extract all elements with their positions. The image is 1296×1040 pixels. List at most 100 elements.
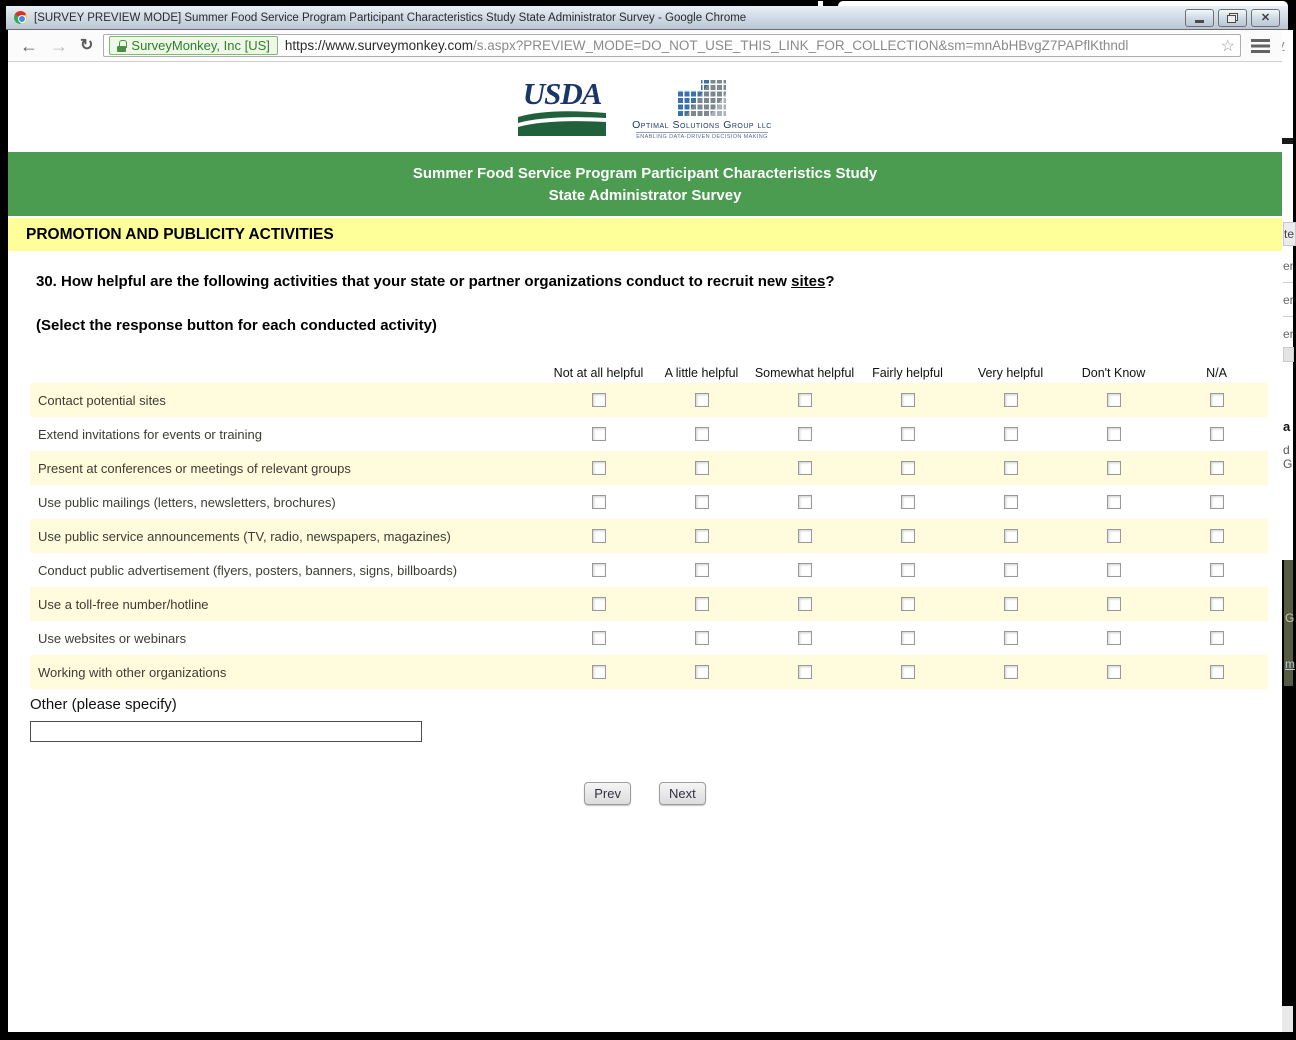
response-checkbox[interactable]: [797, 597, 812, 611]
response-checkbox[interactable]: [591, 563, 606, 577]
response-checkbox[interactable]: [1209, 495, 1224, 509]
response-checkbox[interactable]: [900, 597, 915, 611]
window-titlebar: [SURVEY PREVIEW MODE] Summer Food Servic…: [6, 6, 1288, 30]
close-button[interactable]: ✕: [1251, 8, 1280, 27]
response-checkbox[interactable]: [1003, 393, 1018, 407]
response-checkbox[interactable]: [1106, 529, 1121, 543]
column-header: Not at all helpful: [553, 366, 644, 380]
response-cell: [650, 563, 753, 577]
response-checkbox[interactable]: [797, 529, 812, 543]
response-checkbox[interactable]: [694, 631, 709, 645]
response-checkbox[interactable]: [797, 665, 812, 679]
response-checkbox[interactable]: [1003, 427, 1018, 441]
response-checkbox[interactable]: [1209, 427, 1224, 441]
response-checkbox[interactable]: [1209, 665, 1224, 679]
response-checkbox[interactable]: [694, 597, 709, 611]
response-checkbox[interactable]: [1106, 563, 1121, 577]
response-checkbox[interactable]: [1106, 495, 1121, 509]
response-checkbox[interactable]: [900, 427, 915, 441]
response-checkbox[interactable]: [1106, 461, 1121, 475]
response-checkbox[interactable]: [591, 665, 606, 679]
response-checkbox[interactable]: [1106, 427, 1121, 441]
refresh-button[interactable]: ↻: [80, 36, 94, 54]
browser-toolbar: ← → ↻ SurveyMonkey, Inc [US] https://www…: [8, 30, 1282, 62]
response-checkbox[interactable]: [1003, 563, 1018, 577]
background-window-text: d: [1283, 443, 1290, 457]
response-checkbox[interactable]: [694, 427, 709, 441]
response-checkbox[interactable]: [900, 665, 915, 679]
response-checkbox[interactable]: [591, 529, 606, 543]
response-checkbox[interactable]: [797, 563, 812, 577]
response-checkbox[interactable]: [797, 495, 812, 509]
minimize-button[interactable]: [1185, 8, 1214, 27]
response-cell: [547, 393, 650, 407]
response-checkbox[interactable]: [694, 495, 709, 509]
next-button[interactable]: Next: [659, 782, 706, 805]
restore-icon: [1227, 12, 1238, 23]
response-checkbox[interactable]: [1209, 393, 1224, 407]
prev-button[interactable]: Prev: [584, 782, 631, 805]
response-checkbox[interactable]: [591, 631, 606, 645]
response-checkbox[interactable]: [694, 529, 709, 543]
response-checkbox[interactable]: [591, 495, 606, 509]
response-checkbox[interactable]: [1106, 393, 1121, 407]
response-cell: [959, 563, 1062, 577]
response-checkbox[interactable]: [797, 427, 812, 441]
response-checkbox[interactable]: [694, 393, 709, 407]
response-cell: [1062, 665, 1165, 679]
table-row: Use websites or webinars: [30, 621, 1268, 655]
hamburger-menu-icon[interactable]: [1251, 38, 1270, 53]
response-checkbox[interactable]: [694, 665, 709, 679]
response-checkbox[interactable]: [1209, 529, 1224, 543]
response-checkbox[interactable]: [1003, 631, 1018, 645]
response-checkbox[interactable]: [1106, 597, 1121, 611]
response-checkbox[interactable]: [1106, 665, 1121, 679]
response-checkbox[interactable]: [1209, 563, 1224, 577]
activity-label: Present at conferences or meetings of re…: [38, 460, 351, 476]
url-host: https://www.surveymonkey.com: [284, 38, 473, 53]
response-cell: [1165, 665, 1268, 679]
response-cell: [650, 427, 753, 441]
response-cell: [650, 461, 753, 475]
forward-button[interactable]: →: [50, 35, 68, 56]
response-checkbox[interactable]: [591, 427, 606, 441]
other-specify-input[interactable]: [30, 721, 422, 742]
ev-certificate-badge[interactable]: SurveyMonkey, Inc [US]: [109, 36, 278, 55]
response-checkbox[interactable]: [1106, 631, 1121, 645]
response-checkbox[interactable]: [797, 461, 812, 475]
response-checkbox[interactable]: [591, 393, 606, 407]
response-checkbox[interactable]: [1209, 461, 1224, 475]
response-cell: [547, 563, 650, 577]
response-checkbox[interactable]: [900, 495, 915, 509]
back-button[interactable]: ←: [20, 35, 38, 56]
response-checkbox[interactable]: [1209, 597, 1224, 611]
response-checkbox[interactable]: [1003, 461, 1018, 475]
url-path: /s.aspx?PREVIEW_MODE=DO_NOT_USE_THIS_LIN…: [472, 38, 1129, 53]
response-checkbox[interactable]: [1003, 529, 1018, 543]
bookmark-star-icon[interactable]: ☆: [1220, 37, 1235, 55]
response-checkbox[interactable]: [900, 393, 915, 407]
response-checkbox[interactable]: [694, 563, 709, 577]
response-checkbox[interactable]: [1003, 597, 1018, 611]
response-cell: [1165, 563, 1268, 577]
response-checkbox[interactable]: [797, 393, 812, 407]
response-checkbox[interactable]: [1003, 495, 1018, 509]
response-cell: [959, 427, 1062, 441]
restore-button[interactable]: [1218, 8, 1247, 27]
address-bar[interactable]: SurveyMonkey, Inc [US] https://www.surve…: [103, 34, 1241, 57]
response-checkbox[interactable]: [1209, 631, 1224, 645]
response-checkbox[interactable]: [1003, 665, 1018, 679]
background-window-text: er: [1283, 293, 1294, 307]
response-checkbox[interactable]: [694, 461, 709, 475]
response-cell: [856, 529, 959, 543]
response-checkbox[interactable]: [591, 461, 606, 475]
response-checkbox[interactable]: [900, 461, 915, 475]
response-checkbox[interactable]: [591, 597, 606, 611]
response-checkbox[interactable]: [900, 631, 915, 645]
response-cell: [547, 631, 650, 645]
response-checkbox[interactable]: [797, 631, 812, 645]
response-cell: [650, 631, 753, 645]
response-checkbox[interactable]: [900, 529, 915, 543]
response-cell: [753, 393, 856, 407]
response-checkbox[interactable]: [900, 563, 915, 577]
